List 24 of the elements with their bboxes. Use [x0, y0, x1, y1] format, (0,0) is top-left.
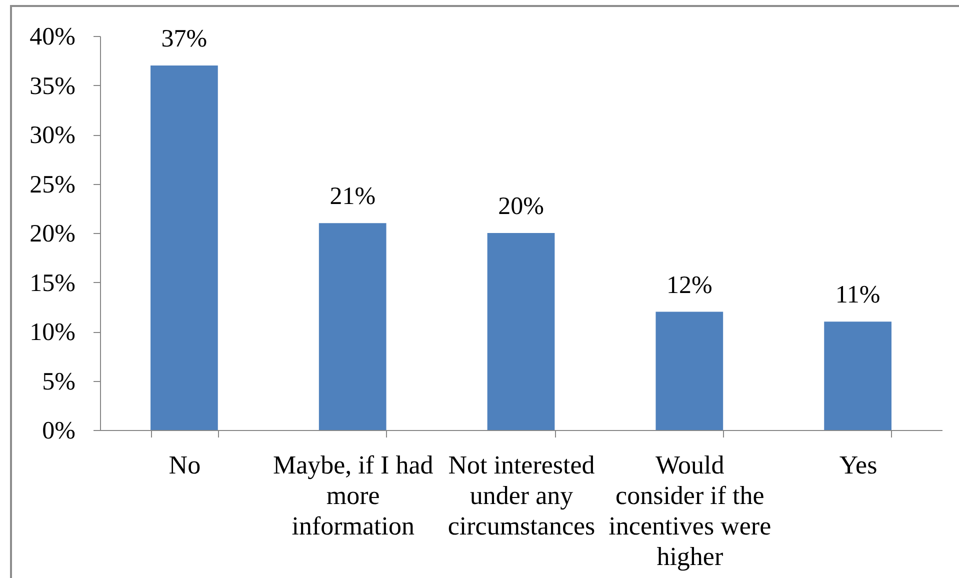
bar [487, 233, 555, 430]
x-tick-label: Would consider if the incentives were higher [608, 450, 772, 571]
x-tick-label: No [168, 450, 201, 480]
x-tick-label: Not interested under any circumstances [448, 450, 596, 540]
y-tick-label: 40% [30, 24, 76, 50]
y-tick-label: 0% [42, 418, 76, 444]
y-tick-label: 35% [30, 72, 76, 100]
x-tick-label: Yes [839, 450, 878, 480]
data-label: 21% [330, 183, 376, 210]
bar [824, 322, 892, 430]
y-tick-label: 10% [30, 319, 76, 346]
y-tick-label: 20% [30, 220, 76, 248]
y-tick-label: 30% [30, 122, 76, 149]
data-label: 12% [666, 272, 712, 299]
y-tick-label: 15% [30, 270, 76, 297]
bar [656, 312, 724, 430]
x-tick-label: Maybe, if I had more information [272, 450, 434, 540]
bar [318, 223, 386, 430]
bar [150, 66, 218, 430]
data-label: 20% [498, 193, 544, 220]
data-label: 37% [161, 26, 208, 53]
y-tick-label: 25% [30, 171, 76, 198]
data-label: 11% [835, 282, 880, 309]
y-tick-label: 5% [42, 368, 76, 396]
